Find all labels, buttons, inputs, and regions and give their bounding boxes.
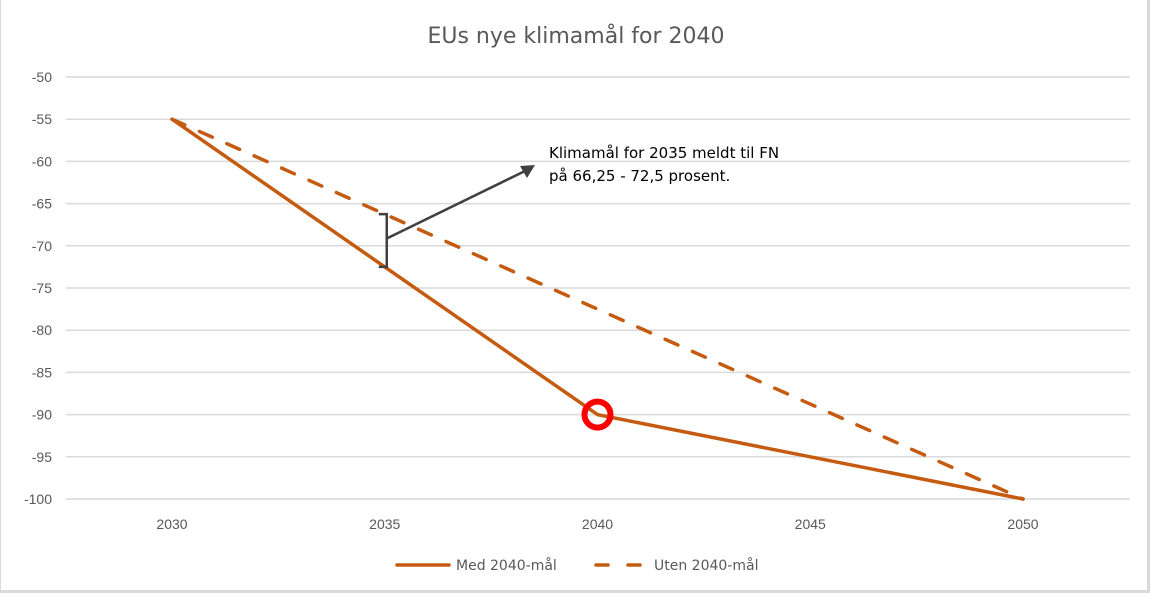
y-tick-label: -85 (32, 364, 52, 380)
annotations: Klimamål for 2035 meldt til FN på 66,25 … (378, 144, 779, 431)
y-tick-label: -75 (32, 280, 52, 296)
y-tick-label: -50 (32, 69, 52, 85)
y-tick-label: -65 (32, 196, 52, 212)
y-axis-ticks: -50 -55 -60 -65 -70 -75 -80 -85 -90 -95 -100 (24, 69, 52, 507)
x-tick-label: 2040 (582, 516, 613, 532)
series-line-uten-2040-mal (170, 117, 1025, 501)
x-axis-ticks: 2030 2035 2040 2045 2050 (156, 516, 1038, 532)
annotation-text-line-1: Klimamål for 2035 meldt til FN (549, 144, 779, 162)
y-tick-label: -90 (32, 407, 52, 423)
y-tick-label: -80 (32, 322, 52, 338)
legend-label-med-2040-mal: Med 2040-mål (456, 557, 557, 574)
arrow-head-icon (520, 165, 535, 178)
series-lines (170, 117, 1025, 501)
legend: Med 2040-mål Uten 2040-mål (395, 557, 758, 574)
y-tick-label: -95 (32, 449, 52, 465)
chart-title: EUs nye klimamål for 2040 (427, 23, 724, 49)
x-tick-label: 2030 (156, 516, 187, 532)
x-tick-label: 2045 (795, 516, 826, 532)
annotation-arrow-line (386, 169, 526, 240)
series-line-med-2040-mal (170, 117, 1025, 501)
legend-label-uten-2040-mal: Uten 2040-mål (654, 557, 758, 574)
y-tick-label: -55 (32, 111, 52, 127)
highlight-circle-marker (581, 398, 614, 431)
y-tick-label: -60 (32, 153, 52, 169)
y-tick-label: -70 (32, 238, 52, 254)
range-bracket (378, 212, 388, 269)
x-tick-label: 2035 (369, 516, 400, 532)
gridlines (66, 76, 1130, 500)
x-tick-label: 2050 (1007, 516, 1038, 532)
y-tick-label: -100 (24, 491, 52, 507)
annotation-text-line-2: på 66,25 - 72,5 prosent. (549, 167, 730, 185)
